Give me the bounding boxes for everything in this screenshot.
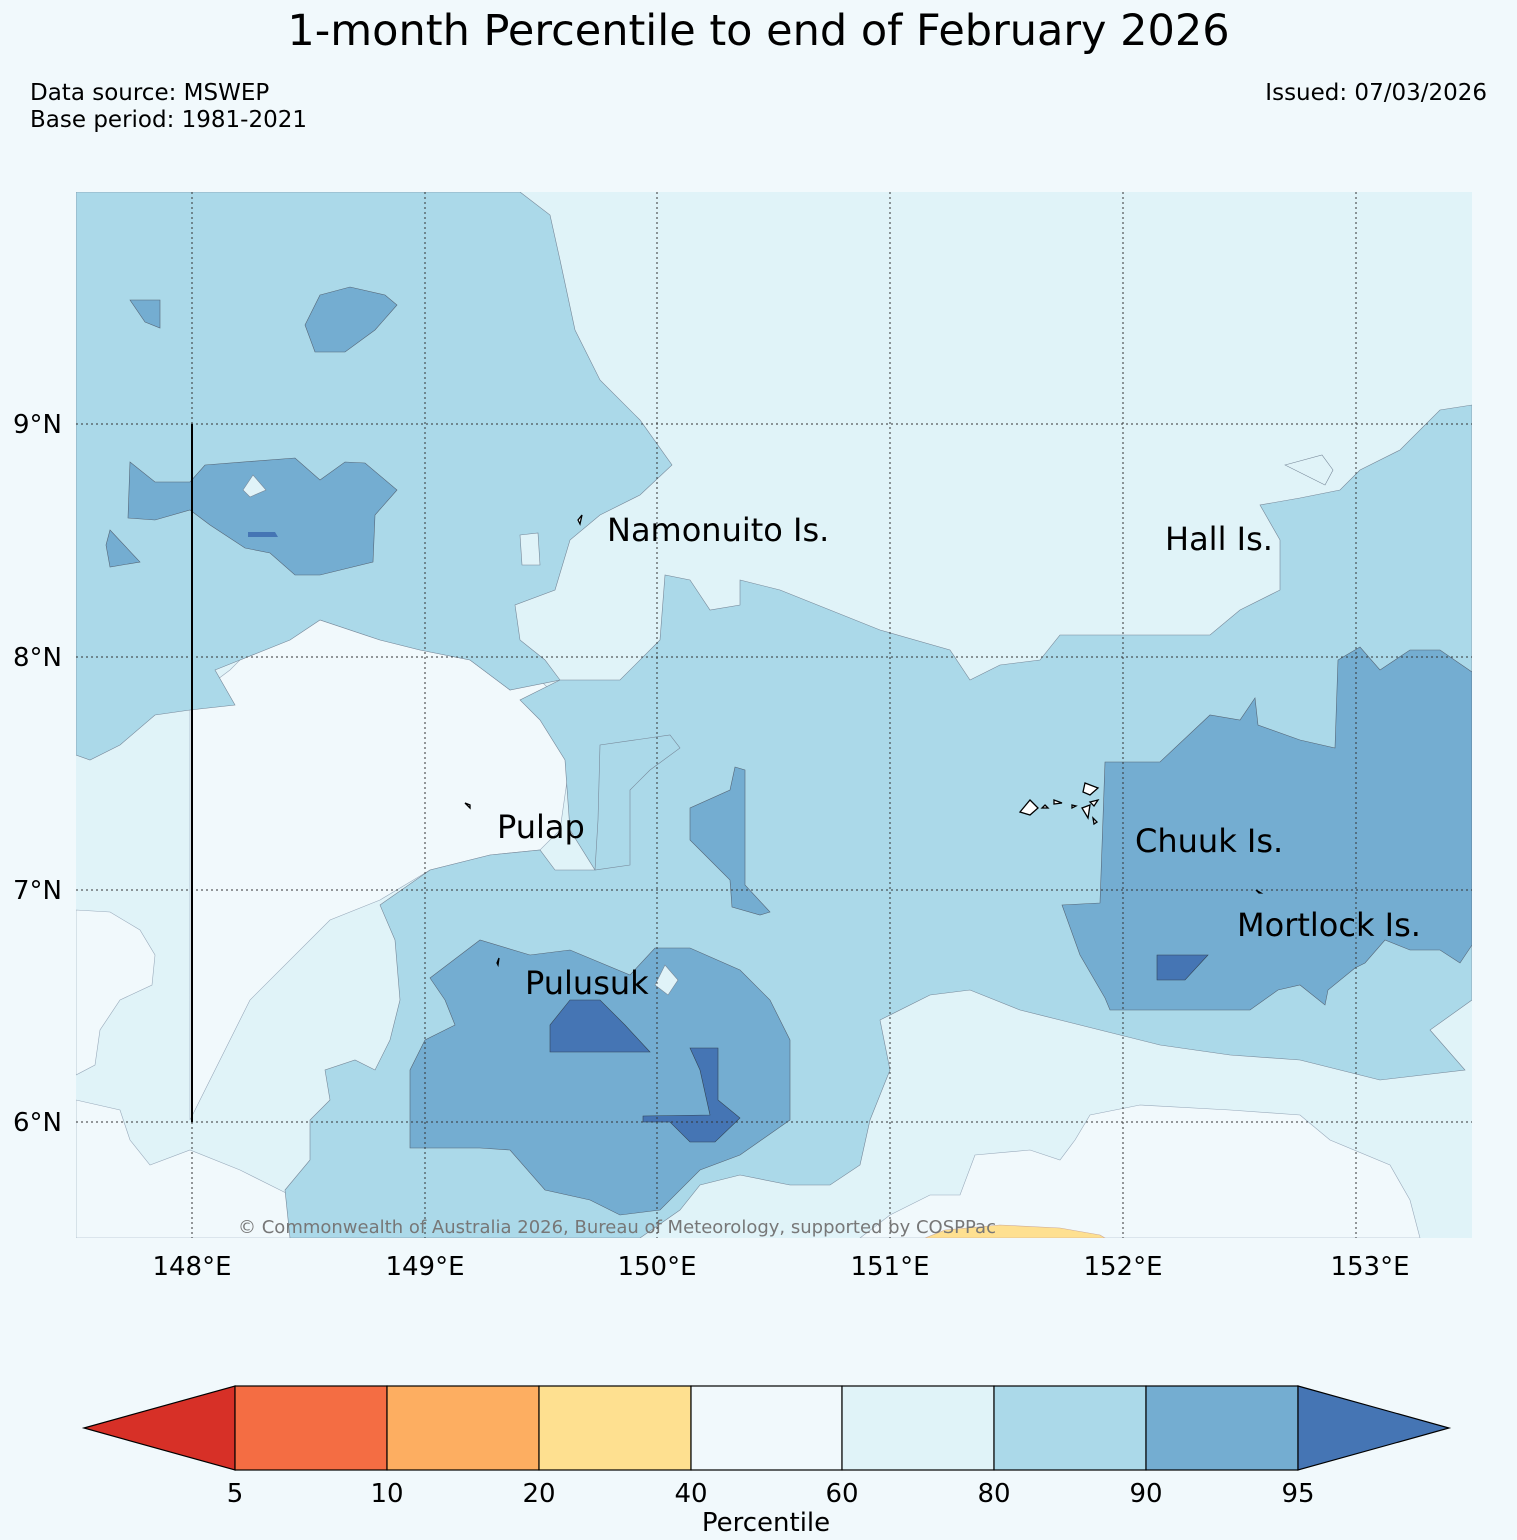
colorbar-label: Percentile — [702, 1508, 830, 1538]
fill-above-95-east — [1156, 954, 1209, 981]
fill-60-80-small-d — [242, 474, 267, 498]
base-period-label: Base period: 1981-2021 — [30, 107, 308, 133]
fill-above-95-west-dash — [248, 532, 278, 537]
issued-date-label: Issued: 07/03/2026 — [1265, 80, 1487, 106]
colorbar-80-90 — [993, 1385, 1147, 1471]
colorbar-10-20 — [386, 1385, 540, 1471]
lon-label-153e: 153°E — [1330, 1252, 1409, 1282]
colorbar-20-40 — [538, 1385, 692, 1471]
map-title: 1-month Percentile to end of February 20… — [287, 6, 1230, 56]
lon-label-148e: 148°E — [152, 1252, 231, 1282]
fill-90-95-central-strip — [689, 766, 771, 916]
fill-60-80-small-c — [654, 964, 679, 996]
colorbar-tick: 95 — [1281, 1479, 1314, 1509]
fill-90-95-nw-blob — [304, 286, 398, 353]
map-plot-area: © Commonwealth of Australia 2026, Bureau… — [76, 192, 1472, 1238]
colorbar-tick: 60 — [825, 1479, 858, 1509]
colorbar-above-95 — [1297, 1385, 1452, 1471]
colorbar-5-10 — [234, 1385, 388, 1471]
lat-label-8n: 8°N — [13, 643, 62, 673]
fill-90-95-east — [1061, 646, 1472, 1011]
fill-40-60-west — [76, 909, 156, 1076]
place-hall: Hall Is. — [1165, 520, 1273, 558]
fill-90-95-south — [409, 939, 791, 1216]
colorbar-90-95 — [1145, 1385, 1299, 1471]
colorbar-40-60 — [690, 1385, 843, 1471]
colorbar-tick: 40 — [674, 1479, 707, 1509]
fill-90-95-nw-small — [129, 299, 161, 329]
data-source-label: Data source: MSWEP — [30, 80, 270, 106]
coastlines — [464, 514, 1264, 968]
fill-90-95-west-small — [105, 529, 141, 568]
fill-above-95-south-b — [642, 1047, 741, 1143]
lon-label-151e: 151°E — [850, 1252, 929, 1282]
fill-40-60-southeast — [859, 1104, 1421, 1238]
place-labels: Namonuito Is. Hall Is. Pulap Chuuk Is. M… — [497, 511, 1421, 1002]
place-namonuito: Namonuito Is. — [607, 511, 829, 549]
place-chuuk: Chuuk Is. — [1135, 822, 1283, 860]
colorbar-tick: 10 — [370, 1479, 403, 1509]
colorbar-60-80 — [841, 1385, 995, 1471]
lat-label-9n: 9°N — [13, 410, 62, 440]
lon-label-149e: 149°E — [385, 1252, 464, 1282]
fill-90-95-west — [127, 457, 398, 576]
place-pulap: Pulap — [497, 808, 585, 846]
place-mortlock: Mortlock Is. — [1237, 906, 1421, 944]
colorbar-tick: 80 — [977, 1479, 1010, 1509]
longitude-labels: 148°E 149°E 150°E 151°E 152°E 153°E — [152, 1252, 1409, 1282]
colorbar-below-5 — [81, 1385, 236, 1471]
colorbar-tick: 5 — [227, 1479, 244, 1509]
latitude-labels: 9°N 8°N 7°N 6°N — [13, 410, 62, 1138]
copyright-notice: © Commonwealth of Australia 2026, Bureau… — [238, 1217, 996, 1238]
colorbar — [81, 1385, 1452, 1471]
colorbar-tick: 90 — [1129, 1479, 1162, 1509]
lat-label-7n: 7°N — [13, 876, 62, 906]
lon-label-152e: 152°E — [1083, 1252, 1162, 1282]
colorbar-tick: 20 — [522, 1479, 555, 1509]
place-pulusuk: Pulusuk — [525, 964, 649, 1002]
lat-label-6n: 6°N — [13, 1108, 62, 1138]
colorbar-ticks: 5 10 20 40 60 80 90 95 — [227, 1479, 1315, 1509]
fill-40-60-south — [76, 1099, 301, 1238]
fill-above-95-south-a — [549, 999, 651, 1053]
fill-60-80-small-a — [519, 532, 541, 566]
lon-label-150e: 150°E — [617, 1252, 696, 1282]
fill-20-40-south — [924, 1224, 1106, 1238]
fill-60-80-small-b — [1284, 454, 1334, 486]
